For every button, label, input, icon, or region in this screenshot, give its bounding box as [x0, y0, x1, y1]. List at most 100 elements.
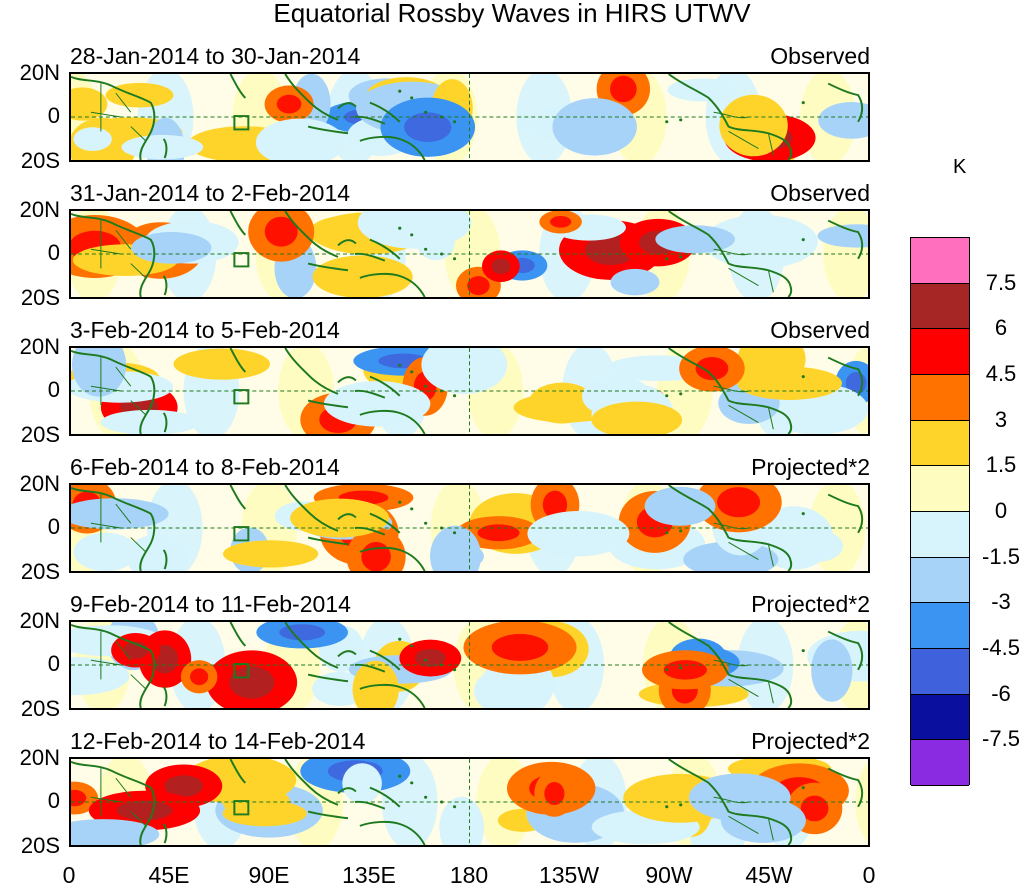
lon-tick [170, 209, 172, 211]
lon-tick [670, 209, 672, 211]
anomaly-contour-core [609, 75, 637, 103]
anomaly-contour [71, 498, 169, 530]
lon-tick [370, 72, 372, 74]
lat-label-20n: 20N [19, 334, 60, 359]
colorbar-label: -3 [991, 589, 1011, 615]
lon-tick [470, 209, 472, 211]
panel-type-label: Observed [770, 180, 870, 206]
anomaly-field [71, 759, 868, 845]
anomaly-blobs [71, 622, 868, 708]
lat-label-20s: 20S [20, 148, 60, 173]
americas-coast [668, 348, 793, 434]
colorbar-units: K [953, 156, 967, 178]
americas-coast [668, 485, 793, 571]
island-dot [440, 663, 444, 667]
region-box-marker [233, 252, 250, 268]
island-dot [424, 521, 428, 525]
lat-label-20s: 20S [20, 833, 60, 858]
island-dot [410, 96, 414, 100]
island-dot [679, 666, 683, 670]
lon-tick [70, 72, 72, 74]
lat-label-0: 0 [47, 377, 60, 402]
lat-label-20n: 20N [19, 745, 60, 770]
maritime-continent-coast [284, 759, 401, 820]
lat-label-20n: 20N [19, 60, 60, 85]
anomaly-field [71, 211, 868, 297]
anomaly-contour [811, 639, 853, 702]
map-panel-2: 31-Jan-2014 to 2-Feb-2014 Observed 20N 0 20S [0, 180, 900, 322]
coastlines [71, 348, 864, 434]
anomaly-contour [688, 773, 791, 822]
south-america-borders [713, 659, 774, 704]
americas-coast [668, 622, 793, 708]
region-box-marker [233, 115, 250, 131]
madagascar-coast [162, 823, 168, 844]
anomaly-contour-core [717, 487, 761, 518]
anomaly-field [71, 348, 868, 434]
colorbar-box [911, 466, 969, 512]
colorbar-box [911, 420, 969, 467]
anomaly-contour [352, 660, 399, 708]
contour-map [69, 346, 870, 436]
lon-tick [570, 620, 572, 622]
india-coast [229, 74, 247, 99]
lon-tick [170, 346, 172, 348]
island-dot [410, 781, 414, 785]
lon-tick [670, 72, 672, 74]
lon-tick [770, 620, 772, 622]
lon-tick [470, 346, 472, 348]
lon-tick [370, 346, 372, 348]
lon-label-135e: 135E [342, 862, 396, 888]
island-dot [679, 118, 683, 122]
americas-coast [668, 211, 793, 297]
anomaly-contour-core [549, 215, 572, 228]
colorbar-box [911, 375, 969, 421]
colorbar-label: 6 [994, 315, 1008, 341]
lat-label-20n: 20N [19, 197, 60, 222]
lat-label-0: 0 [47, 514, 60, 539]
anomaly-blobs [71, 759, 849, 845]
lat-label-20s: 20S [20, 285, 60, 310]
australia-coast [359, 546, 426, 571]
island-dot [665, 531, 669, 535]
madagascar-coast [162, 138, 168, 159]
anomaly-contour [342, 763, 382, 804]
lon-tick [770, 483, 772, 485]
anomaly-contour-core [276, 94, 302, 114]
colorbar-box [911, 557, 969, 604]
anomaly-contour-core [404, 112, 452, 143]
south-america-borders [713, 796, 774, 841]
contour-map [69, 483, 870, 573]
island-dot [679, 392, 683, 396]
lon-tick [670, 757, 672, 759]
anomaly-field [71, 74, 868, 160]
australia-coast [359, 135, 426, 160]
island-dot [665, 668, 669, 672]
colorbar-box [911, 512, 969, 558]
lon-tick [70, 620, 72, 622]
africa-borders [90, 357, 147, 416]
india-coast [229, 622, 247, 647]
island-dot [410, 644, 414, 648]
australia-coast [359, 820, 426, 845]
lon-tick [270, 209, 272, 211]
africa-coast [71, 75, 156, 160]
island-dot [665, 257, 669, 261]
island-dot [665, 120, 669, 124]
anomaly-contour [719, 94, 788, 157]
island-dot [801, 101, 805, 105]
island-dot [398, 363, 402, 367]
colorbar-label: 4.5 [985, 361, 1017, 386]
lon-tick [370, 209, 372, 211]
island-dot [398, 500, 402, 504]
africa-coast [71, 486, 156, 571]
madagascar-coast [162, 412, 168, 433]
south-america-borders [713, 522, 774, 567]
map-panel-4: 6-Feb-2014 to 8-Feb-2014 Projected*2 20N 0 2… [0, 454, 900, 596]
lon-tick [70, 209, 72, 211]
island-dot [424, 658, 428, 662]
madagascar-coast [162, 549, 168, 570]
lon-tick [370, 620, 372, 622]
lon-tick [470, 72, 472, 74]
island-dot [410, 233, 414, 237]
